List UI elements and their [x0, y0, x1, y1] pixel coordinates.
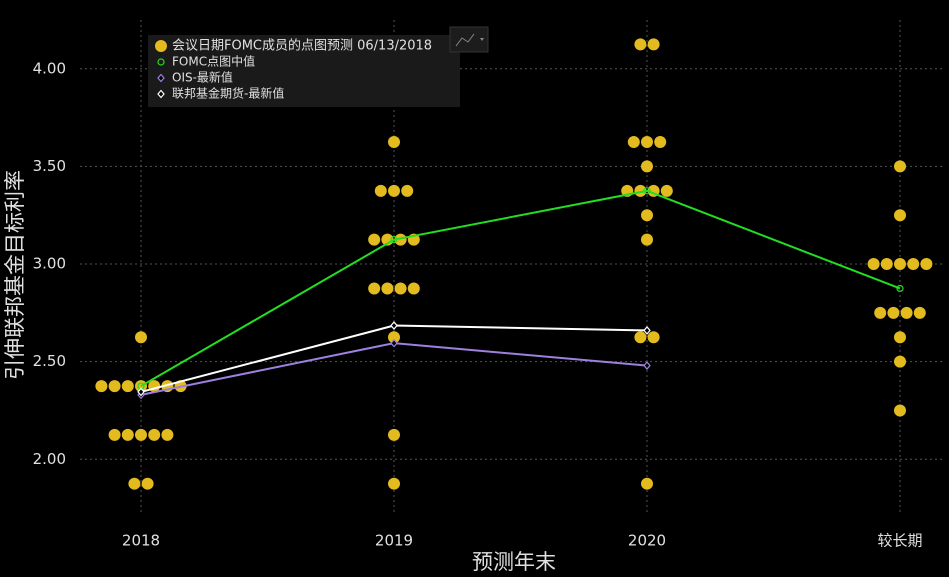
legend-marker — [155, 40, 167, 52]
dot — [394, 233, 407, 246]
dot — [368, 233, 381, 246]
dot — [867, 258, 880, 271]
dot — [121, 428, 134, 441]
dot — [894, 404, 906, 417]
x-tick-label: 2020 — [628, 532, 666, 550]
dot — [381, 282, 394, 295]
dot — [135, 331, 147, 344]
dot — [108, 380, 121, 393]
marker — [896, 284, 904, 293]
legend-label: FOMC点图中值 — [172, 54, 255, 69]
y-tick-label: 2.00 — [33, 450, 66, 468]
legend-label: 联邦基金期货-最新值 — [172, 86, 284, 101]
marker — [643, 187, 651, 195]
x-tick-label: 2019 — [375, 532, 413, 550]
marker — [390, 236, 398, 244]
dot — [388, 184, 400, 197]
dot — [900, 306, 913, 319]
grid: 2.00 2.50 3.00 3.50 4.00 2018 2019 2020 较长期 — [33, 20, 945, 550]
legend-label: OIS-最新值 — [172, 70, 233, 85]
dot — [388, 331, 400, 344]
marker — [390, 338, 398, 348]
dot — [95, 380, 108, 393]
dot — [388, 136, 400, 149]
dot — [647, 38, 660, 51]
dot — [641, 160, 653, 173]
marker — [137, 387, 145, 397]
dot — [128, 477, 141, 490]
dot — [141, 477, 154, 490]
dot — [407, 282, 420, 295]
line — [140, 189, 901, 387]
dropdown-arrow — [480, 38, 484, 41]
dot — [161, 428, 174, 441]
y-tick-label: 3.50 — [33, 157, 66, 175]
marker — [157, 73, 165, 83]
dot — [121, 380, 134, 393]
dot — [880, 258, 893, 271]
dot — [894, 160, 906, 173]
dot — [135, 428, 147, 441]
dot — [887, 306, 900, 319]
y-tick-label: 2.50 — [33, 352, 66, 370]
legend-label: 会议日期FOMC成员的点图预测 06/13/2018 — [172, 38, 432, 54]
dot — [401, 184, 414, 197]
plot — [95, 38, 933, 490]
y-axis-title: 引伸联邦基金目标利率 — [3, 170, 27, 380]
dot — [627, 136, 640, 149]
dot — [368, 282, 381, 295]
dot — [894, 258, 906, 271]
dot — [374, 184, 387, 197]
chart-icon — [455, 33, 475, 47]
legend: 会议日期FOMC成员的点图预测 06/13/2018FOMC点图中值OIS-最新… — [155, 38, 432, 101]
dot — [894, 355, 906, 368]
dot — [874, 306, 887, 319]
x-tick-label: 2018 — [122, 532, 160, 550]
dot — [894, 331, 906, 344]
dot — [394, 282, 407, 295]
dot — [641, 477, 653, 490]
marker — [157, 58, 165, 66]
x-axis-title: 预测年末 — [472, 550, 556, 574]
dot — [388, 428, 400, 441]
dot — [647, 331, 660, 344]
marker — [643, 326, 651, 335]
dot — [634, 331, 647, 344]
y-tick-label: 4.00 — [33, 59, 66, 77]
dot — [641, 209, 653, 222]
marker — [390, 321, 398, 330]
dot — [634, 38, 647, 51]
y-tick-label: 3.00 — [33, 255, 66, 273]
dot — [641, 233, 653, 246]
dot — [913, 306, 926, 319]
dot — [894, 209, 906, 222]
dot — [388, 477, 400, 490]
dot — [660, 184, 673, 197]
x-tick-label: 较长期 — [877, 532, 922, 550]
dot — [654, 136, 667, 149]
dot — [108, 428, 121, 441]
marker — [157, 89, 165, 99]
dot — [641, 136, 653, 149]
marker — [643, 361, 651, 370]
legend-box — [148, 35, 460, 107]
dot — [634, 184, 647, 197]
dot — [148, 428, 161, 441]
dot — [920, 258, 933, 271]
dot — [907, 258, 920, 271]
